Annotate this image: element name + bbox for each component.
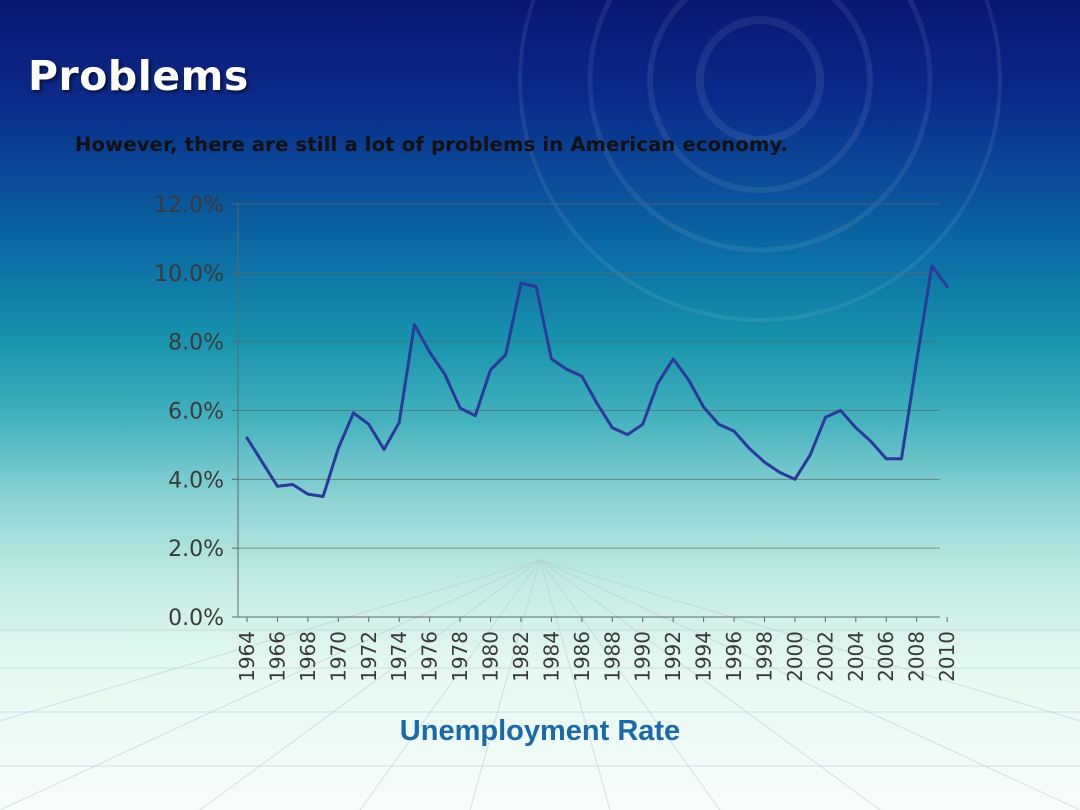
x-tick-label: 1992 xyxy=(661,631,685,682)
slide-title: Problems xyxy=(28,52,249,100)
x-tick-label: 1978 xyxy=(448,631,472,682)
y-tick-label: 10.0% xyxy=(154,262,224,287)
y-tick-label: 12.0% xyxy=(154,193,224,218)
x-tick-label: 2000 xyxy=(783,631,807,682)
y-tick-label: 2.0% xyxy=(168,537,224,562)
x-tick-label: 1988 xyxy=(600,631,624,682)
chart-axes xyxy=(232,203,948,622)
x-tick-label: 1966 xyxy=(265,631,289,682)
x-tick-label: 1986 xyxy=(570,631,594,682)
chart-caption: Unemployment Rate xyxy=(399,715,681,747)
series-layer xyxy=(245,264,949,498)
series-line-unemployment xyxy=(245,264,949,498)
y-axis-ticks: 0.0% 2.0% 4.0% 6.0% 8.0% 10.0% 12.0% xyxy=(154,193,224,631)
x-axis-ticks: 1964 1966 1968 1970 1972 1974 1976 1978 1980 1982… xyxy=(235,631,959,682)
x-tick-label: 2002 xyxy=(813,631,837,682)
y-tick-label: 8.0% xyxy=(168,331,224,356)
x-tick-label: 2010 xyxy=(935,631,959,682)
y-tick-label: 0.0% xyxy=(168,606,224,631)
x-tick-label: 1996 xyxy=(722,631,746,682)
x-tick-label: 1994 xyxy=(692,631,716,682)
x-tick-label: 2008 xyxy=(905,631,929,682)
x-tick-label: 1972 xyxy=(357,631,381,682)
x-tick-label: 1984 xyxy=(539,631,563,682)
x-tick-label: 1998 xyxy=(752,631,776,682)
x-tick-label: 1990 xyxy=(631,631,655,682)
y-tick-label: 6.0% xyxy=(168,400,224,425)
x-tick-label: 1976 xyxy=(418,631,442,682)
x-tick-label: 2006 xyxy=(874,631,898,682)
x-tick-label: 1964 xyxy=(235,631,259,682)
x-tick-label: 1980 xyxy=(479,631,503,682)
x-tick-label: 1968 xyxy=(296,631,320,682)
x-tick-label: 1974 xyxy=(387,631,411,682)
x-tick-label: 1970 xyxy=(326,631,350,682)
y-tick-label: 4.0% xyxy=(168,468,224,493)
x-tick-label: 1982 xyxy=(509,631,533,682)
gridlines xyxy=(238,203,940,549)
slide-subtitle: However, there are still a lot of proble… xyxy=(75,133,789,156)
x-tick-label: 2004 xyxy=(844,631,868,682)
